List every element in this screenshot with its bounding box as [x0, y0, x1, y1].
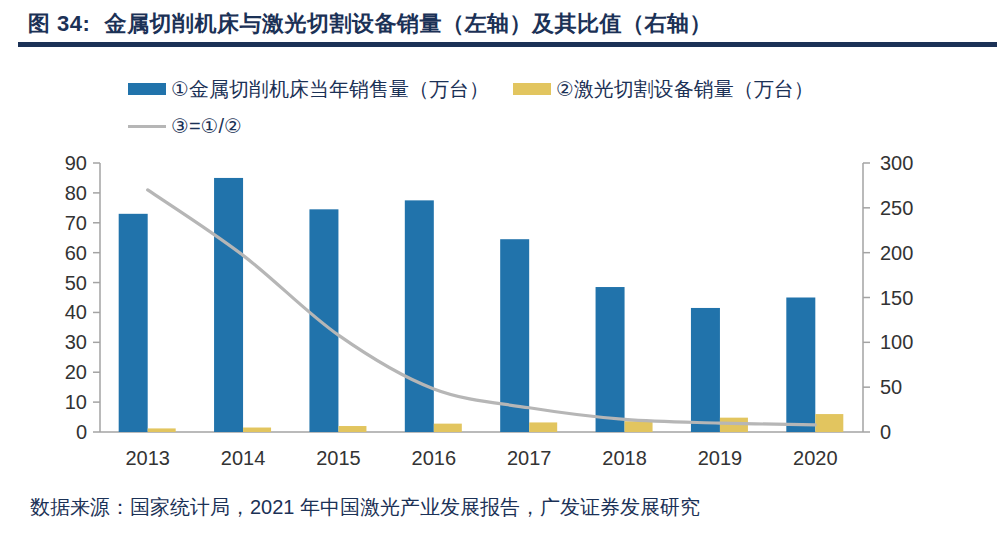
bars	[119, 178, 844, 432]
left-axis-tick-label: 70	[65, 212, 87, 234]
left-axis-tick-label: 80	[65, 182, 87, 204]
bar-series2-2014	[243, 428, 271, 432]
left-axis-tick-label: 50	[65, 272, 87, 294]
legend-label-ratio: ③=①/②	[171, 114, 242, 138]
data-source-note: 数据来源：国家统计局，2021 年中国激光产业发展报告，广发证券发展研究	[30, 494, 700, 521]
legend-label-laser-equipment: ②激光切割设备销量（万台）	[556, 76, 814, 103]
bar-series2-2018	[625, 421, 653, 432]
left-axis-tick-label: 20	[65, 361, 87, 383]
legend-item-metal-machines: ①金属切削机床当年销售量（万台）	[128, 76, 489, 103]
bar-series1-2018	[596, 287, 625, 432]
axes: 0 10 20 30 40 50 60 70 80 90 0 50 100 150 200 250 300	[65, 152, 914, 443]
right-axis-tick-label: 50	[880, 376, 902, 398]
chart-legend: ①金属切削机床当年销售量（万台） ②激光切割设备销量（万台） ③=①/②	[128, 76, 838, 139]
x-axis-label-2016: 2016	[412, 447, 457, 469]
right-axis-tick-label: 150	[880, 287, 913, 309]
chart-canvas: 0 10 20 30 40 50 60 70 80 90 0 50 100 150 200 250 300 201…	[0, 140, 997, 490]
report-figure-page: 图 34: 金属切削机床与激光切割设备销量（左轴）及其比值（右轴） ①金属切削机床…	[0, 0, 997, 534]
bar-series1-2016	[405, 200, 434, 432]
legend-swatch-blue-bar	[128, 83, 166, 95]
bar-series2-2015	[338, 426, 366, 432]
legend-swatch-yellow-bar	[513, 83, 551, 95]
left-axis-tick-label: 60	[65, 242, 87, 264]
left-axis-tick-label: 10	[65, 391, 87, 413]
legend-label-metal-machines: ①金属切削机床当年销售量（万台）	[171, 76, 489, 103]
bar-series2-2020	[815, 414, 843, 432]
left-axis-tick-label: 90	[65, 152, 87, 174]
title-underline	[18, 42, 997, 47]
right-axis-tick-label: 300	[880, 152, 913, 174]
legend-row-2: ③=①/②	[128, 113, 838, 139]
bar-series1-2013	[119, 214, 148, 432]
x-axis-label-2014: 2014	[221, 447, 266, 469]
bar-series1-2015	[309, 209, 338, 432]
left-axis-tick-label: 30	[65, 331, 87, 353]
figure-title-text: 金属切削机床与激光切割设备销量（左轴）及其比值（右轴）	[104, 11, 712, 36]
right-axis-tick-label: 0	[880, 421, 891, 443]
legend-item-ratio: ③=①/②	[128, 114, 242, 138]
right-axis-tick-label: 250	[880, 197, 913, 219]
x-axis-label-2019: 2019	[698, 447, 743, 469]
right-axis-tick-label: 200	[880, 242, 913, 264]
bar-series2-2013	[148, 428, 176, 432]
x-axis-label-2015: 2015	[316, 447, 361, 469]
legend-item-laser-equipment: ②激光切割设备销量（万台）	[513, 76, 814, 103]
bar-series1-2020	[786, 298, 815, 433]
bar-series2-2016	[434, 424, 462, 432]
bar-series1-2014	[214, 178, 243, 432]
bar-series1-2019	[691, 308, 720, 432]
bar-series2-2017	[529, 422, 557, 432]
left-axis-tick-label: 40	[65, 301, 87, 323]
figure-title: 图 34: 金属切削机床与激光切割设备销量（左轴）及其比值（右轴）	[28, 9, 712, 39]
figure-number-label: 图 34:	[28, 11, 90, 36]
x-axis-label-2020: 2020	[793, 447, 838, 469]
left-axis-tick-label: 0	[76, 421, 87, 443]
x-axis-label-2018: 2018	[602, 447, 647, 469]
legend-row-1: ①金属切削机床当年销售量（万台） ②激光切割设备销量（万台）	[128, 76, 838, 102]
right-axis-tick-label: 100	[880, 331, 913, 353]
x-axis-label-2013: 2013	[125, 447, 170, 469]
x-axis-label-2017: 2017	[507, 447, 552, 469]
legend-swatch-gray-line	[128, 125, 166, 128]
